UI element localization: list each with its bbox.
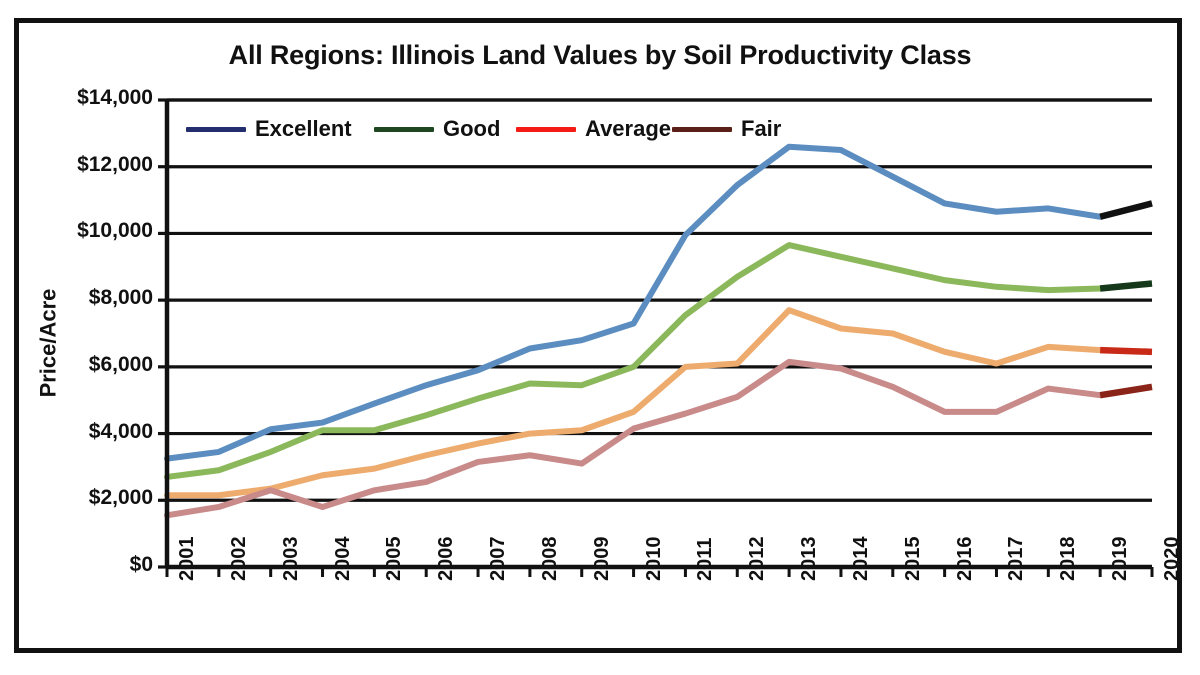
series-line-fair <box>164 358 1153 519</box>
series-layer <box>164 143 1153 519</box>
legend-color-swatch <box>516 126 576 132</box>
legend-item-excellent[interactable]: Excellent <box>186 115 352 143</box>
legend-item-fair[interactable]: Fair <box>672 115 781 143</box>
y-axis-tick-label: $2,000 <box>88 486 153 510</box>
y-axis-tick-label: $14,000 <box>77 86 153 109</box>
y-axis-tick-label: $10,000 <box>77 219 153 243</box>
legend-item-label: Good <box>443 116 501 141</box>
y-axis-tick-label: $6,000 <box>88 352 153 376</box>
legend-color-swatch <box>374 126 434 132</box>
series-line-average <box>164 307 1153 499</box>
gridlines <box>167 98 1152 502</box>
legend-item-average[interactable]: Average <box>516 115 671 143</box>
y-axis-tick-label: $4,000 <box>88 419 153 443</box>
series-line-good <box>164 242 1153 480</box>
series-line-excellent <box>164 143 1153 462</box>
axis-spines <box>164 98 1152 570</box>
legend-color-swatch <box>186 126 246 132</box>
tick-marks <box>158 98 1154 577</box>
y-axis-tick-label: $0 <box>129 553 153 576</box>
legend-item-label: Average <box>585 116 672 141</box>
page-title: All Regions: Illinois Land Values by Soi… <box>228 40 972 70</box>
y-axis-tick-label: $8,000 <box>88 286 153 310</box>
legend-color-swatch <box>672 126 732 132</box>
y-axis-tick-label: $12,000 <box>77 152 153 176</box>
legend-item-good[interactable]: Good <box>374 115 500 143</box>
legend-item-label: Fair <box>741 116 782 141</box>
legend-item-label: Excellent <box>255 116 352 141</box>
